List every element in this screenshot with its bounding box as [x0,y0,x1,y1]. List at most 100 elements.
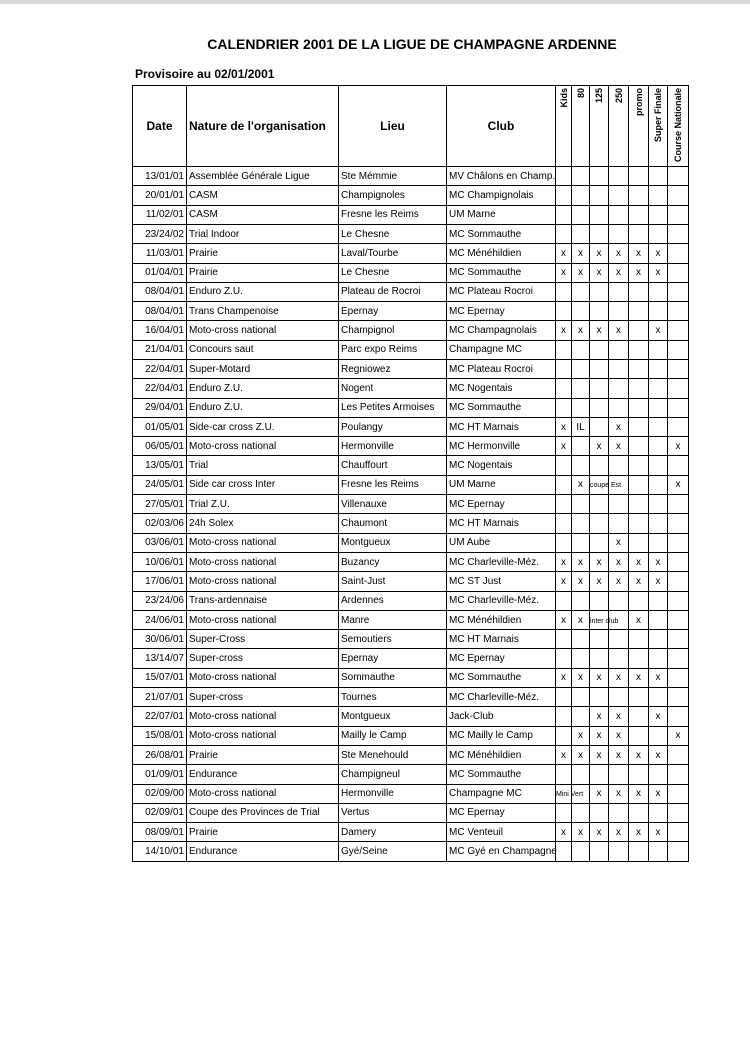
cell-club: UM Aube [446,532,556,553]
mark-cell [667,166,689,187]
cell-date: 21/04/01 [132,339,187,361]
mark-cell [648,416,668,438]
cell-club: MC Sommauthe [446,223,556,245]
mark-cell: x [589,822,609,843]
mark-cell: x [571,744,590,766]
mark-cell [571,166,590,187]
cell-lieu: Damery [338,822,447,843]
mark-cell [667,223,689,245]
column-header: 125 [589,84,609,168]
mark-cell [608,648,629,669]
mark-cell [628,764,649,785]
mark-cell [555,629,572,650]
mark-cell [667,551,689,573]
table-row: 24/05/01 Side car cross Inter Fresne les R… [132,474,689,496]
mark-cell [628,841,649,862]
mark-cell [571,802,590,824]
mark-cell [608,494,629,515]
mark-cell [589,223,609,245]
cell-nature: Side car cross Inter [186,474,339,496]
mark-cell [589,416,609,438]
cell-lieu: Chauffourt [338,455,447,476]
cell-date: 02/03/06 [132,513,187,534]
mark-cell [555,764,572,785]
mark-cell [608,166,629,187]
mark-cell [571,629,590,650]
cell-date: 30/06/01 [132,629,187,650]
mark-cell: x [608,725,629,746]
mark-cell [555,590,572,611]
mark-cell: x [571,474,590,496]
cell-lieu: Le Chesne [338,223,447,245]
cell-date: 14/10/01 [132,841,187,862]
mark-cell [667,667,689,689]
cell-club: MC Plateau Rocroi [446,281,556,303]
mark-cell: inter club [589,609,618,631]
cell-lieu: Vertus [338,802,447,824]
cell-club: MC Ménéhildien [446,243,556,264]
cell-date: 26/08/01 [132,744,187,766]
mark: x [561,325,566,337]
mark: x [655,826,661,838]
mark-cell [608,301,629,322]
mark: x [561,556,566,568]
cell-club: MC HT Marnais [446,416,556,438]
mark-cell: x [648,783,668,804]
header-row: Date Nature de l'organisation Lieu Club Kids… [132,84,689,168]
table-row: 17/06/01 Moto-cross national Saint-Just MC … [132,571,689,592]
mark-cell: x [648,262,668,283]
mark-cell [589,455,609,476]
subtitle: Provisoire au 02/01/2001 [135,67,275,81]
mark-cell: x [571,609,590,631]
cell-nature: Enduro Z.U. [186,281,339,303]
cell-club: MC Epernay [446,802,556,824]
cell-lieu: Ste Mémmie [338,166,447,187]
mark: x [596,710,602,722]
mark-cell: x [608,667,629,689]
mark: x [616,440,621,452]
column-header: Kids [555,84,572,168]
mark-cell [589,590,609,611]
cell-club: MC HT Marnais [446,629,556,650]
cell-club: MC Venteuil [446,822,556,843]
mark-cell: x [589,243,609,264]
mark-cell: x [648,667,668,689]
mark-cell: x [555,320,572,341]
mark-cell [628,687,649,708]
mark-cell [667,281,689,303]
mark-cell [608,455,629,476]
cell-lieu: Montgueux [338,532,447,553]
mark: x [596,826,602,838]
mark-cell [628,397,649,418]
cell-nature: CASM [186,185,339,206]
mark: x [616,247,621,259]
mark-cell [589,339,609,361]
mark-cell [571,706,590,727]
mark-cell [608,474,629,496]
mark: x [578,556,583,568]
mark-cell [628,725,649,746]
table-row: 22/07/01 Moto-cross national Montgueux Jack… [132,706,689,727]
cell-lieu: Villenauxe [338,494,447,515]
mark-cell [648,339,668,361]
table-row: 01/04/01 Prairie Le Chesne MC Sommauthe x x x x… [132,262,689,283]
cell-lieu: Montgueux [338,706,447,727]
mark-cell: x [667,725,689,746]
table-row: 13/14/07 Super-cross Epernay MC Epernay [132,648,689,669]
mark-cell [667,841,689,862]
mark: x [596,788,602,800]
mark: x [578,575,583,587]
cell-nature: Trial Z.U. [186,494,339,515]
cell-club: MC Plateau Rocroi [446,358,556,380]
mark-cell [628,339,649,361]
column-header: Lieu [338,84,447,168]
mark-cell: x [571,262,590,283]
mark-cell [571,436,590,457]
mark: x [561,672,566,684]
mark-cell [628,802,649,824]
mark-cell [648,494,668,515]
mark-cell [608,802,629,824]
mark-cell: x [648,706,668,727]
cell-date: 16/04/01 [132,320,187,341]
mark-cell [648,436,668,457]
